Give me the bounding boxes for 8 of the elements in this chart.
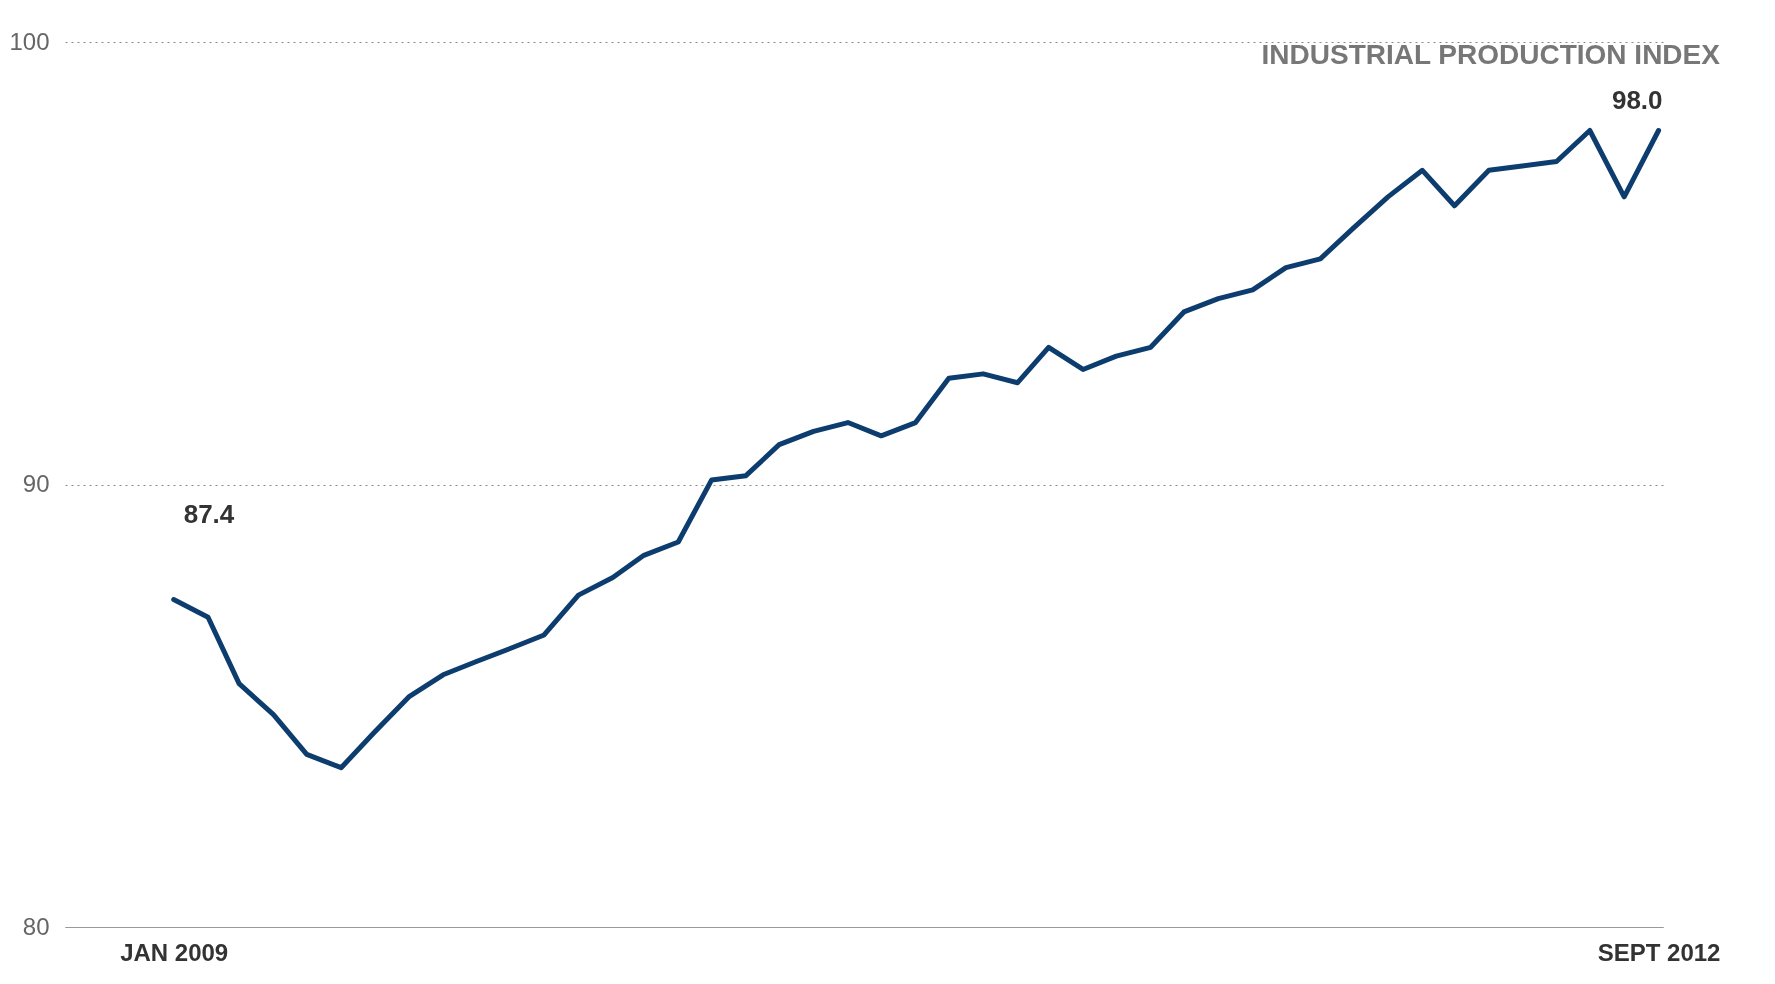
data-label: 87.4 — [183, 498, 235, 529]
y-tick-label: 90 — [22, 470, 50, 497]
x-tick-label: SEPT 2012 — [1597, 938, 1721, 966]
chart-title: INDUSTRIAL PRODUCTION INDEX — [1261, 39, 1721, 70]
data-label: 98.0 — [1611, 84, 1663, 115]
y-tick-label: 80 — [22, 912, 50, 940]
y-tick-label: 100 — [9, 27, 50, 55]
x-tick-label: JAN 2009 — [120, 938, 229, 966]
